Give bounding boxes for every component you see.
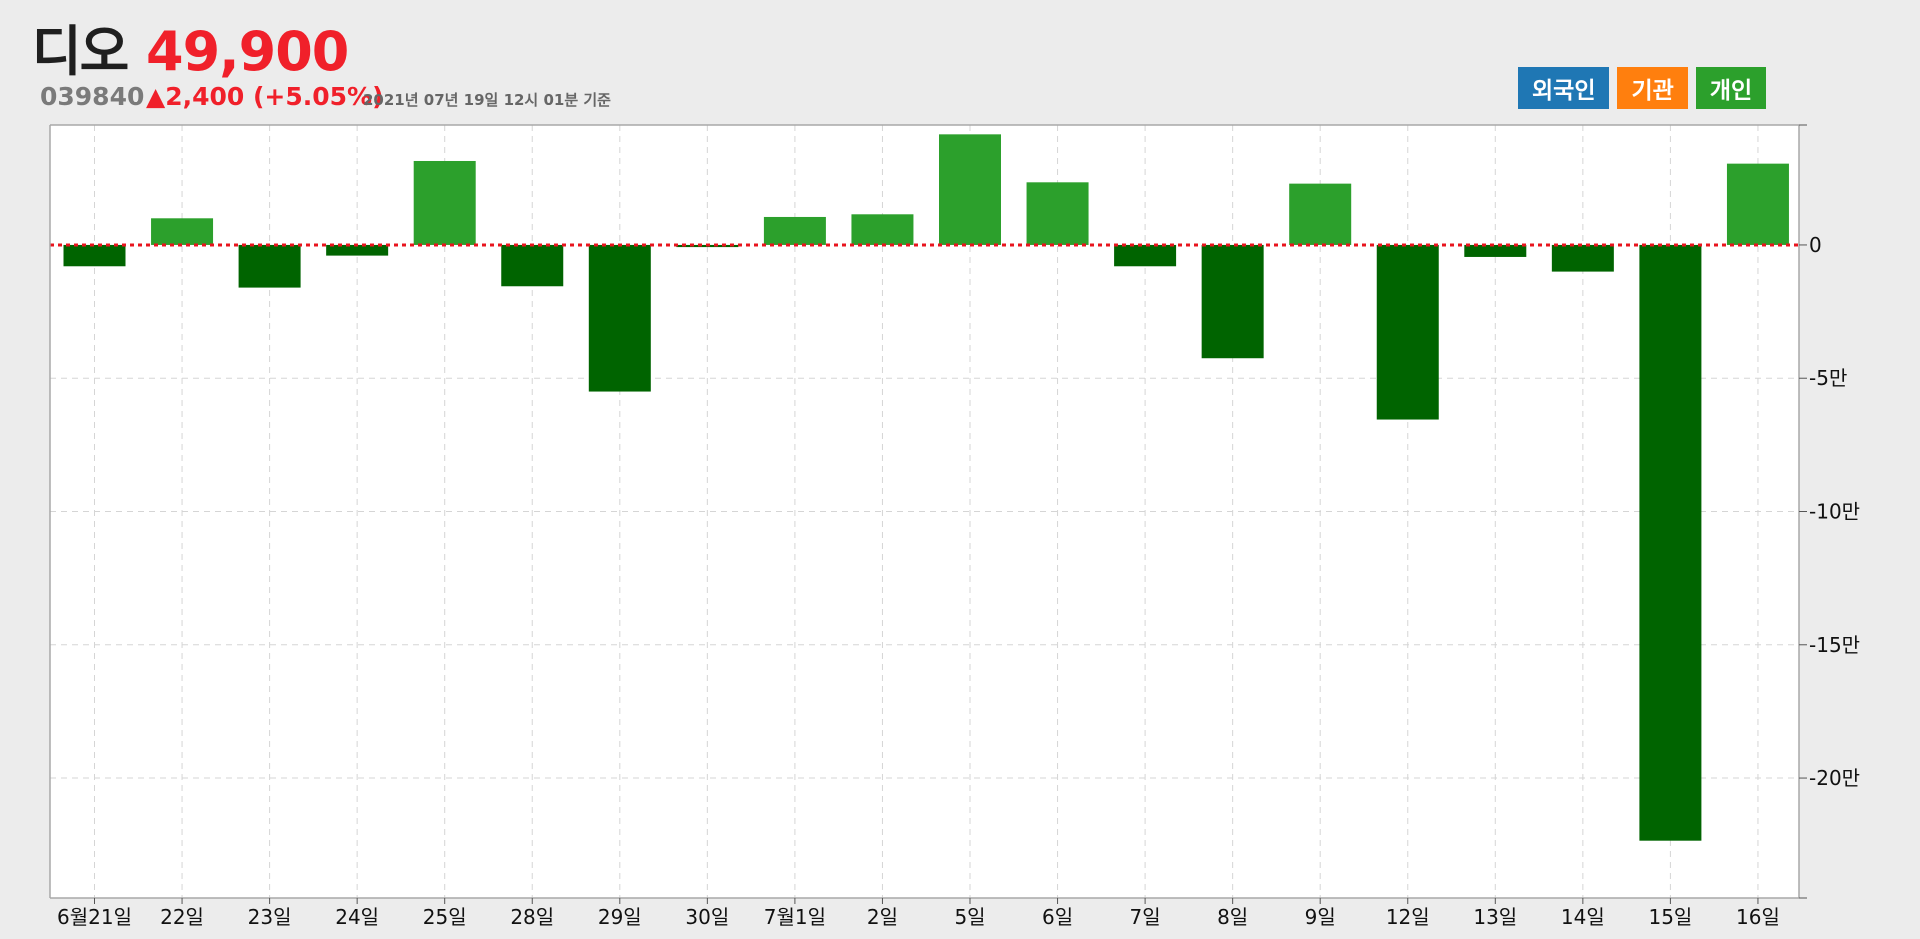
x-tick-label: 16일 — [1736, 905, 1780, 929]
x-tick-label: 7월1일 — [764, 905, 826, 929]
legend-individual-button[interactable]: 개인 — [1695, 67, 1767, 109]
x-tick-label: 7일 — [1130, 905, 1161, 929]
bar-6월21일 — [63, 244, 126, 267]
x-tick-label: 24일 — [335, 905, 379, 929]
x-tick-label: 12일 — [1386, 905, 1430, 929]
bar-25일 — [413, 160, 476, 245]
x-tick-label: 29일 — [598, 905, 642, 929]
bar-24일 — [326, 244, 389, 256]
x-tick-label: 22일 — [160, 905, 204, 929]
price-change: ▲2,400 (+5.05%) — [146, 82, 384, 111]
as-of-timestamp: 2021년 07년 19일 12시 01분 기준 — [363, 91, 611, 109]
x-tick-label: 6월21일 — [57, 905, 132, 929]
stock-name: 디오 — [32, 20, 129, 83]
bar-2일 — [851, 214, 914, 245]
y-tick-label: -15만 — [1809, 633, 1860, 657]
x-tick-label: 15일 — [1648, 905, 1692, 929]
x-tick-label: 23일 — [248, 905, 292, 929]
bar-7일 — [1114, 244, 1177, 267]
x-tick-label: 2일 — [867, 905, 898, 929]
y-tick-label: -10만 — [1809, 500, 1860, 524]
x-tick-label: 5일 — [954, 905, 985, 929]
bar-7월1일 — [763, 216, 826, 245]
stock-code: 039840 — [40, 82, 145, 111]
bar-29일 — [588, 244, 651, 392]
x-tick-label: 13일 — [1473, 905, 1517, 929]
bar-28일 — [501, 244, 564, 287]
bar-14일 — [1551, 244, 1614, 272]
bar-5일 — [939, 134, 1001, 245]
bar-13일 — [1464, 244, 1527, 257]
legend-institution-button[interactable]: 기관 — [1617, 67, 1688, 109]
x-tick-label: 8일 — [1217, 905, 1248, 929]
y-tick-label: 0 — [1809, 233, 1822, 257]
bar-6일 — [1026, 182, 1089, 245]
bar-15일 — [1639, 244, 1702, 841]
bar-9일 — [1289, 183, 1352, 245]
x-tick-label: 6일 — [1042, 905, 1073, 929]
y-tick-label: -5만 — [1809, 366, 1847, 390]
bar-12일 — [1376, 244, 1439, 420]
y-tick-label: -20만 — [1809, 766, 1860, 790]
legend: 외국인 기관 개인 — [1518, 67, 1767, 109]
x-tick-label: 14일 — [1561, 905, 1605, 929]
x-tick-label: 25일 — [423, 905, 467, 929]
bar-8일 — [1201, 244, 1264, 359]
bar-23일 — [238, 244, 301, 288]
x-tick-label: 9일 — [1305, 905, 1336, 929]
x-tick-label: 30일 — [685, 905, 729, 929]
legend-foreign-button[interactable]: 외국인 — [1518, 67, 1610, 109]
bar-22일 — [151, 218, 214, 245]
bar-16일 — [1726, 163, 1789, 245]
x-tick-label: 28일 — [510, 905, 554, 929]
current-price: 49,900 — [146, 20, 349, 83]
